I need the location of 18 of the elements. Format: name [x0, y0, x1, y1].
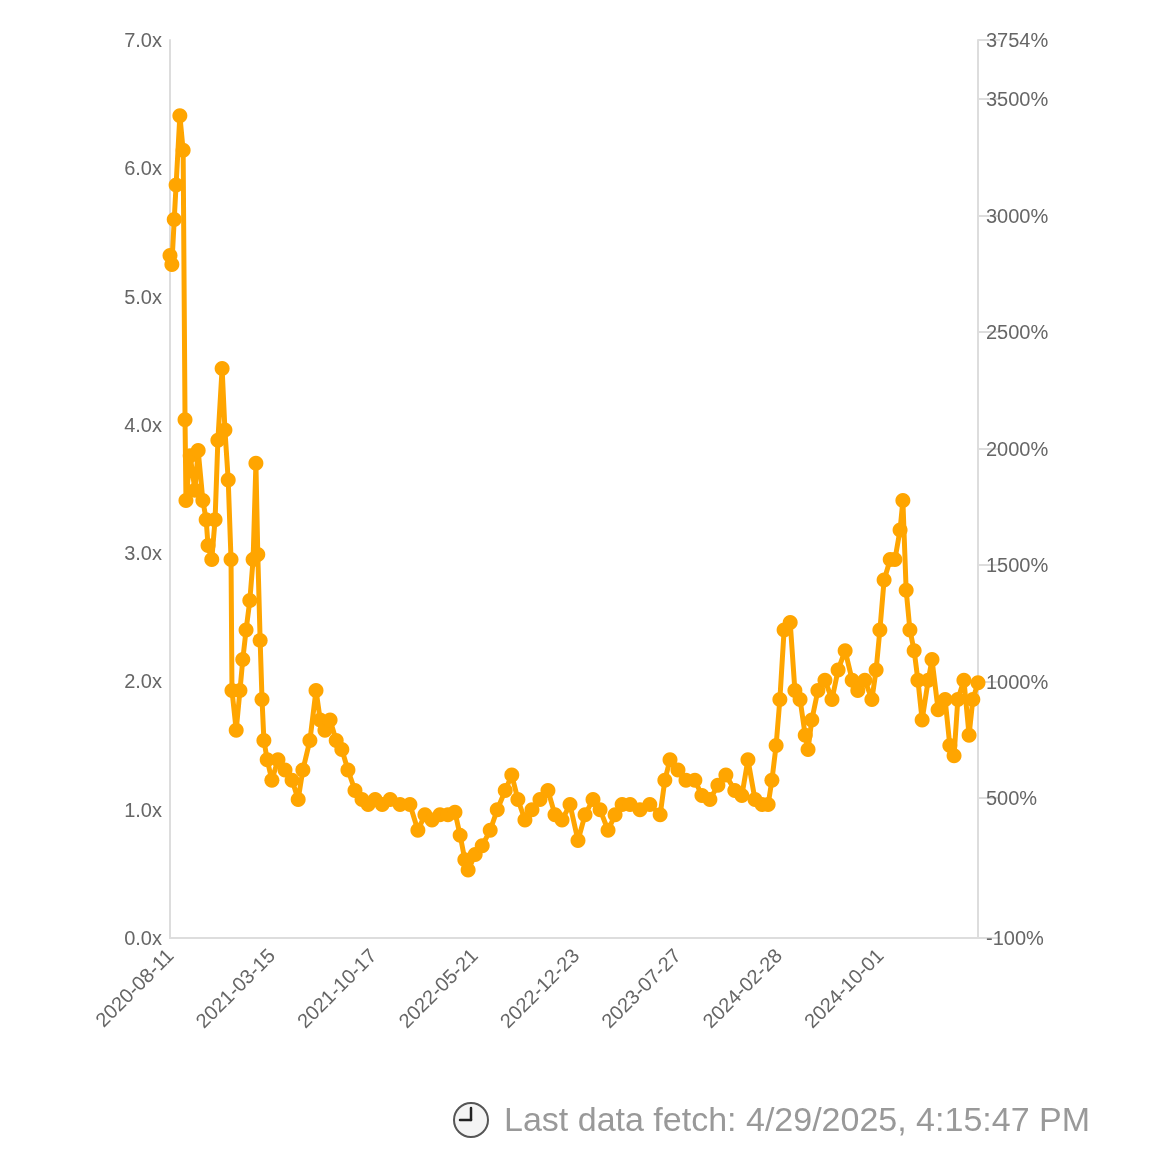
y-tick-label: 2.0x	[124, 670, 162, 693]
y-tick-label: 6.0x	[124, 157, 162, 180]
y2-tick-label: 2000%	[986, 437, 1049, 460]
y-tick-label: 1.0x	[124, 798, 162, 821]
y2-tick-label: 1500%	[986, 554, 1049, 577]
y2-tick-label: 2500%	[986, 321, 1049, 344]
text: Last data fetch: 4/29/2025, 4:15:47 PM	[504, 1100, 1090, 1139]
y-tick-label: 3.0x	[124, 542, 162, 565]
y-tick-label: 7.0x	[124, 29, 162, 51]
y2-tick-label: 3500%	[986, 88, 1049, 111]
y2-tick-label: 500%	[986, 787, 1038, 810]
y2-tick-label: 1000%	[986, 670, 1049, 693]
y-tick-label: 4.0x	[124, 413, 162, 436]
y-tick-label: 5.0x	[124, 285, 162, 308]
y2-tick-label: 3754%	[986, 29, 1049, 51]
y2-tick-label: 3000%	[986, 204, 1049, 227]
y-tick-label: 0.0x	[124, 927, 162, 949]
y2-tick-label: -100%	[986, 927, 1045, 949]
